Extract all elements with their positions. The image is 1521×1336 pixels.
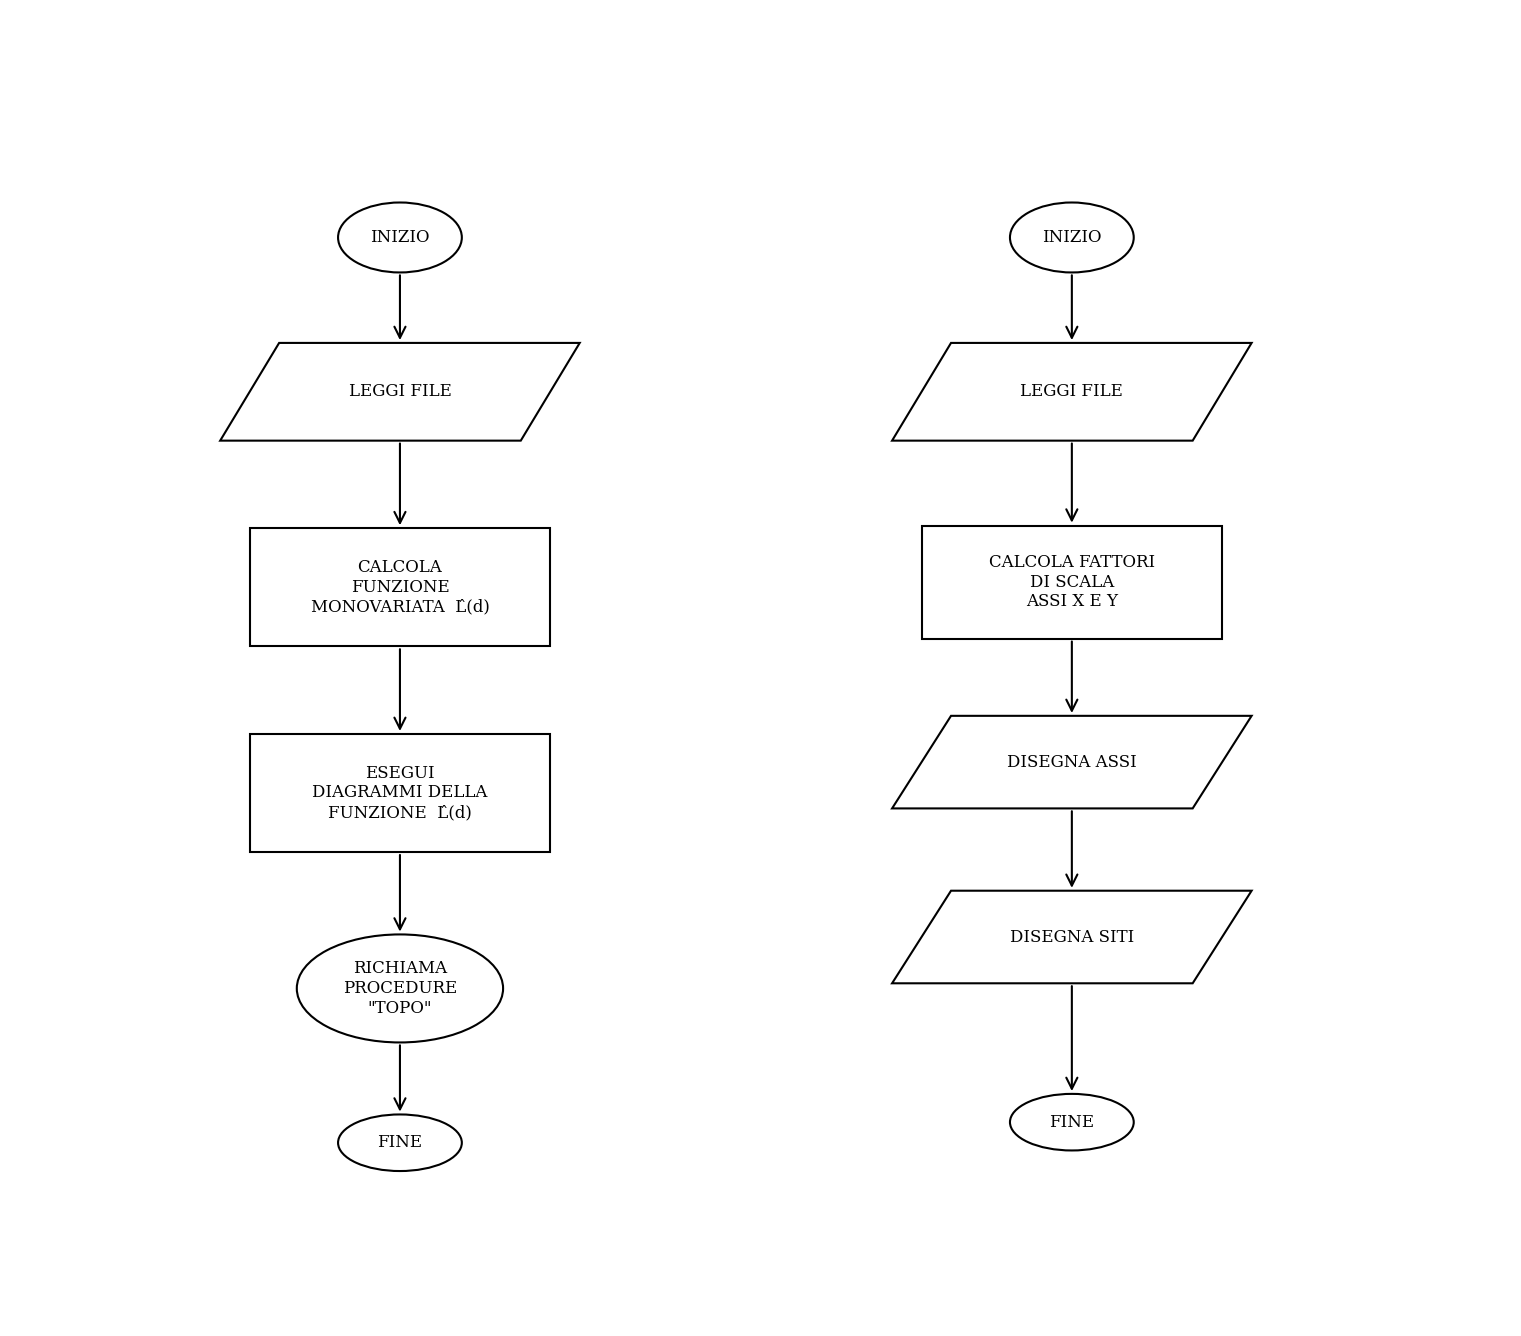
Text: RICHIAMA
PROCEDURE
"TOPO": RICHIAMA PROCEDURE "TOPO" — [342, 961, 458, 1017]
Text: ESEGUI
DIAGRAMMI DELLA
FUNZIONE  L̂(d): ESEGUI DIAGRAMMI DELLA FUNZIONE L̂(d) — [312, 766, 488, 822]
Text: DISEGNA ASSI: DISEGNA ASSI — [1007, 754, 1136, 771]
Text: LEGGI FILE: LEGGI FILE — [348, 383, 452, 401]
Text: DISEGNA SITI: DISEGNA SITI — [1010, 929, 1135, 946]
Text: CALCOLA FATTORI
DI SCALA
ASSI X E Y: CALCOLA FATTORI DI SCALA ASSI X E Y — [989, 554, 1154, 611]
Text: FINE: FINE — [377, 1134, 423, 1152]
Text: CALCOLA
FUNZIONE
MONOVARIATA  L̂(d): CALCOLA FUNZIONE MONOVARIATA L̂(d) — [310, 560, 490, 616]
Text: FINE: FINE — [1049, 1114, 1095, 1130]
Text: INIZIO: INIZIO — [370, 228, 430, 246]
Text: LEGGI FILE: LEGGI FILE — [1021, 383, 1124, 401]
Text: INIZIO: INIZIO — [1042, 228, 1101, 246]
